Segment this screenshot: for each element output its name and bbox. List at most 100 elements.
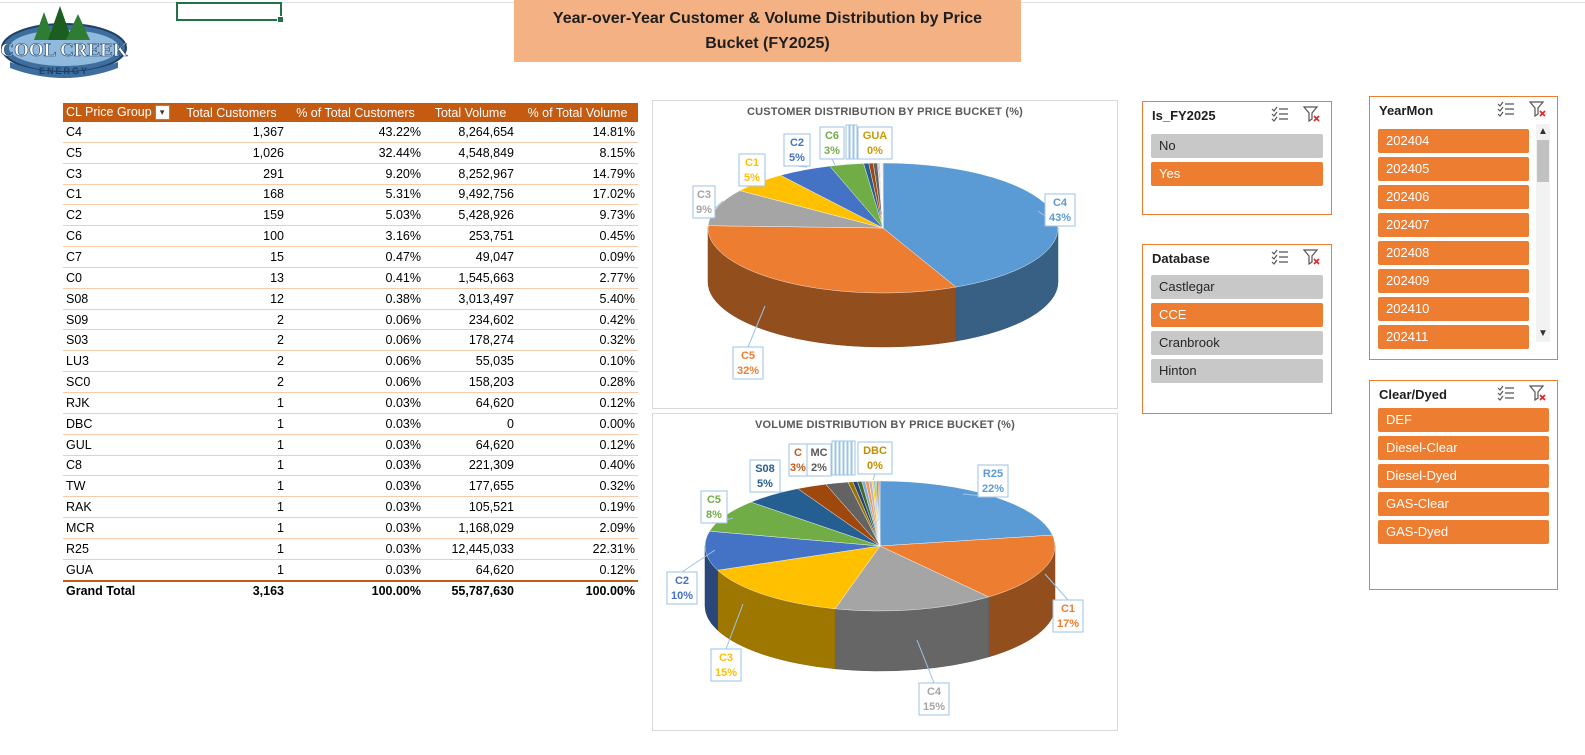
clear-filter-icon[interactable] — [1528, 101, 1547, 118]
table-row[interactable]: S03 2 0.06% 178,274 0.32% — [63, 329, 638, 352]
cell-pct-volume[interactable]: 8.15% — [517, 142, 638, 164]
cell-price-group[interactable]: GUA — [63, 559, 176, 582]
cell-price-group[interactable]: C5 — [63, 142, 176, 164]
cell-pct-volume[interactable]: 17.02% — [517, 184, 638, 206]
table-row[interactable]: LU3 2 0.06% 55,035 0.10% — [63, 350, 638, 373]
table-row[interactable]: TW 1 0.03% 177,655 0.32% — [63, 475, 638, 498]
slicer-yearmon[interactable]: YearMon 202404 202405 202406 202407 202408 202… — [1369, 96, 1558, 360]
table-row[interactable]: C7 15 0.47% 49,047 0.09% — [63, 246, 638, 268]
cell-total-volume[interactable]: 64,620 — [424, 434, 517, 456]
slicer-item-202407[interactable]: 202407 — [1378, 213, 1529, 237]
cell-pct-customers[interactable]: 0.38% — [287, 288, 424, 310]
slicer-item-202411[interactable]: 202411 — [1378, 325, 1529, 349]
cell-total-customers[interactable]: 1,026 — [176, 142, 287, 164]
cell-pct-volume[interactable]: 0.12% — [517, 559, 638, 582]
grand-total-cell-total-volume[interactable]: 55,787,630 — [424, 579, 517, 602]
cell-pct-customers[interactable]: 0.03% — [287, 538, 424, 560]
cell-pct-customers[interactable]: 0.03% — [287, 413, 424, 435]
slicer-item-cranbrook[interactable]: Cranbrook — [1151, 331, 1323, 355]
cell-total-volume[interactable]: 8,264,654 — [424, 122, 517, 143]
cell-total-volume[interactable]: 1,168,029 — [424, 517, 517, 539]
cell-total-customers[interactable]: 1 — [176, 434, 287, 456]
cell-total-customers[interactable]: 1,367 — [176, 122, 287, 143]
cell-total-customers[interactable]: 159 — [176, 204, 287, 227]
slicer-item-diesel-dyed[interactable]: Diesel-Dyed — [1378, 464, 1549, 488]
grand-total-cell-total-customers[interactable]: 3,163 — [176, 579, 287, 602]
multi-select-icon[interactable] — [1497, 385, 1515, 401]
cell-total-volume[interactable]: 178,274 — [424, 329, 517, 352]
cell-total-volume[interactable]: 5,428,926 — [424, 204, 517, 227]
header-pct-customers[interactable]: % of Total Customers — [287, 103, 424, 122]
table-row[interactable]: S09 2 0.06% 234,602 0.42% — [63, 309, 638, 331]
cell-total-customers[interactable]: 1 — [176, 559, 287, 582]
cell-price-group[interactable]: C1 — [63, 184, 176, 206]
grand-total-cell-pct-customers[interactable]: 100.00% — [287, 579, 424, 602]
table-row[interactable]: C0 13 0.41% 1,545,663 2.77% — [63, 267, 638, 289]
header-pct-volume[interactable]: % of Total Volume — [517, 103, 638, 122]
cell-total-customers[interactable]: 2 — [176, 329, 287, 352]
cell-price-group[interactable]: GUL — [63, 434, 176, 456]
table-row[interactable]: MCR 1 0.03% 1,168,029 2.09% — [63, 517, 638, 539]
header-price-group[interactable]: CL Price Group ▾ — [63, 103, 176, 122]
scroll-down-icon[interactable]: ▼ — [1538, 328, 1548, 339]
cell-pct-volume[interactable]: 5.40% — [517, 288, 638, 310]
cell-pct-customers[interactable]: 0.06% — [287, 350, 424, 373]
cell-total-customers[interactable]: 13 — [176, 267, 287, 289]
cell-total-volume[interactable]: 0 — [424, 413, 517, 435]
header-total-volume[interactable]: Total Volume — [424, 103, 517, 122]
table-row[interactable]: C2 159 5.03% 5,428,926 9.73% — [63, 204, 638, 227]
cell-total-customers[interactable]: 1 — [176, 538, 287, 560]
cell-total-volume[interactable]: 8,252,967 — [424, 163, 517, 185]
cell-total-customers[interactable]: 100 — [176, 225, 287, 248]
cell-price-group[interactable]: C3 — [63, 163, 176, 185]
cell-total-customers[interactable]: 1 — [176, 455, 287, 477]
cell-price-group[interactable]: C0 — [63, 267, 176, 289]
slicer-item-gas-clear[interactable]: GAS-Clear — [1378, 492, 1549, 516]
cell-price-group[interactable]: S09 — [63, 309, 176, 331]
table-row[interactable]: DBC 1 0.03% 0 0.00% — [63, 413, 638, 435]
cell-price-group[interactable]: C2 — [63, 204, 176, 227]
cell-total-customers[interactable]: 12 — [176, 288, 287, 310]
cell-total-volume[interactable]: 221,309 — [424, 455, 517, 477]
cell-pct-volume[interactable]: 0.32% — [517, 475, 638, 498]
cell-total-volume[interactable]: 64,620 — [424, 392, 517, 414]
cell-total-customers[interactable]: 2 — [176, 371, 287, 393]
slicer-item-no[interactable]: No — [1151, 134, 1323, 158]
cell-total-volume[interactable]: 253,751 — [424, 225, 517, 248]
slicer-clear-dyed[interactable]: Clear/Dyed DEF Diesel-Clear Diesel-Dyed GAS-… — [1369, 380, 1558, 590]
cell-total-volume[interactable]: 4,548,849 — [424, 142, 517, 164]
cell-pct-customers[interactable]: 32.44% — [287, 142, 424, 164]
slicer-item-gas-dyed[interactable]: GAS-Dyed — [1378, 520, 1549, 544]
cell-pct-volume[interactable]: 0.12% — [517, 392, 638, 414]
cell-total-customers[interactable]: 2 — [176, 309, 287, 331]
cell-total-volume[interactable]: 158,203 — [424, 371, 517, 393]
cell-total-volume[interactable]: 9,492,756 — [424, 184, 517, 206]
cell-pct-customers[interactable]: 0.03% — [287, 455, 424, 477]
table-row[interactable]: S08 12 0.38% 3,013,497 5.40% — [63, 288, 638, 310]
cell-pct-volume[interactable]: 14.79% — [517, 163, 638, 185]
cell-total-volume[interactable]: 105,521 — [424, 496, 517, 519]
cell-pct-volume[interactable]: 0.42% — [517, 309, 638, 331]
table-row[interactable]: RJK 1 0.03% 64,620 0.12% — [63, 392, 638, 414]
slicer-scrollbar[interactable]: ▲ ▼ — [1536, 124, 1550, 342]
cell-price-group[interactable]: LU3 — [63, 350, 176, 373]
cell-pct-customers[interactable]: 3.16% — [287, 225, 424, 248]
cell-pct-customers[interactable]: 9.20% — [287, 163, 424, 185]
cell-pct-customers[interactable]: 0.03% — [287, 517, 424, 539]
cell-total-customers[interactable]: 291 — [176, 163, 287, 185]
cell-pct-customers[interactable]: 0.06% — [287, 371, 424, 393]
cell-pct-customers[interactable]: 0.47% — [287, 246, 424, 268]
cell-pct-customers[interactable]: 0.41% — [287, 267, 424, 289]
slicer-is-fy2025[interactable]: Is_FY2025 No Yes — [1142, 101, 1332, 215]
table-row[interactable]: C1 168 5.31% 9,492,756 17.02% — [63, 184, 638, 206]
cell-pct-customers[interactable]: 5.03% — [287, 204, 424, 227]
cell-pct-customers[interactable]: 0.03% — [287, 392, 424, 414]
slicer-item-202408[interactable]: 202408 — [1378, 241, 1529, 265]
table-row[interactable]: C3 291 9.20% 8,252,967 14.79% — [63, 163, 638, 185]
table-row[interactable]: C8 1 0.03% 221,309 0.40% — [63, 455, 638, 477]
selected-cell[interactable] — [176, 2, 284, 23]
table-row[interactable]: GUA 1 0.03% 64,620 0.12% — [63, 559, 638, 582]
cell-pct-volume[interactable]: 2.09% — [517, 517, 638, 539]
cell-pct-volume[interactable]: 9.73% — [517, 204, 638, 227]
multi-select-icon[interactable] — [1497, 101, 1515, 117]
